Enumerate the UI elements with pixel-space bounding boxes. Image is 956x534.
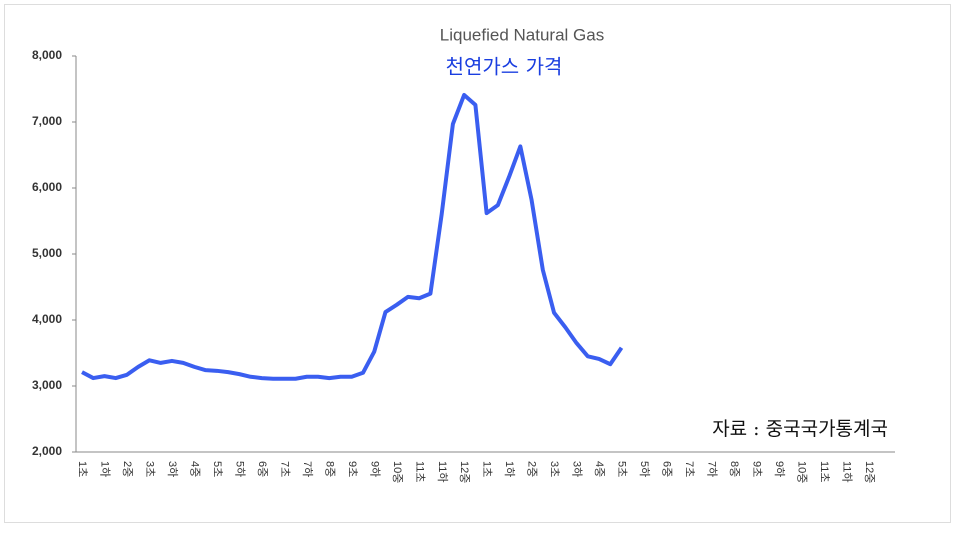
y-tick-label: 6,000	[32, 180, 62, 194]
x-tick-label: 9초	[346, 461, 359, 477]
x-tick-label: 5초	[616, 461, 629, 477]
x-tick-label: 4중	[188, 461, 200, 477]
y-tick-label: 8,000	[32, 48, 62, 62]
x-tick-label: 7초	[278, 461, 291, 477]
chart-subtitle: 천연가스 가격	[446, 55, 563, 79]
x-tick-label: 10중	[795, 461, 807, 483]
x-tick-label: 12중	[458, 461, 470, 483]
x-tick-label: 11초	[413, 461, 426, 483]
y-tick-label: 7,000	[32, 114, 62, 128]
x-tick-label: 11하	[840, 461, 854, 483]
x-tick-label: 7하	[301, 461, 315, 477]
x-tick-label: 3하	[166, 461, 180, 477]
frame	[4, 4, 951, 523]
chart-title: Liquefied Natural Gas	[440, 25, 604, 44]
x-tick-label: 6중	[256, 461, 268, 477]
x-tick-label: 7초	[683, 461, 696, 477]
x-tick-label: 1초	[481, 461, 494, 477]
x-tick-label: 1초	[76, 461, 89, 477]
x-tick-label: 6중	[661, 461, 673, 477]
y-tick-label: 2,000	[32, 444, 62, 458]
y-tick-label: 3,000	[32, 378, 62, 392]
x-tick-label: 12중	[863, 461, 875, 483]
x-tick-label: 5하	[638, 461, 652, 477]
x-tick-label: 1하	[99, 461, 113, 477]
x-tick-label: 2중	[121, 461, 133, 477]
y-tick-label: 5,000	[32, 246, 62, 260]
x-tick-label: 7하	[706, 461, 720, 477]
x-tick-label: 3초	[144, 461, 157, 477]
y-tick-label: 4,000	[32, 312, 62, 326]
x-tick-label: 1하	[503, 461, 517, 477]
x-tick-label: 11초	[818, 461, 831, 483]
x-tick-label: 9하	[773, 461, 787, 477]
x-tick-label: 4중	[593, 461, 605, 477]
source-note: 자료 : 중국국가통계국	[712, 418, 888, 440]
data-line	[81, 92, 624, 381]
x-tick-label: 8중	[728, 461, 740, 477]
x-tick-label: 5초	[211, 461, 224, 477]
x-tick-label: 9하	[368, 461, 382, 477]
x-tick-label: 3초	[548, 461, 561, 477]
x-tick-label: 9초	[750, 461, 763, 477]
x-tick-label: 5하	[233, 461, 247, 477]
x-tick-label: 11하	[436, 461, 450, 483]
x-tick-label: 10중	[391, 461, 403, 483]
x-tick-label: 2중	[526, 461, 538, 477]
x-tick-label: 8중	[323, 461, 335, 477]
x-tick-label: 3하	[571, 461, 585, 477]
